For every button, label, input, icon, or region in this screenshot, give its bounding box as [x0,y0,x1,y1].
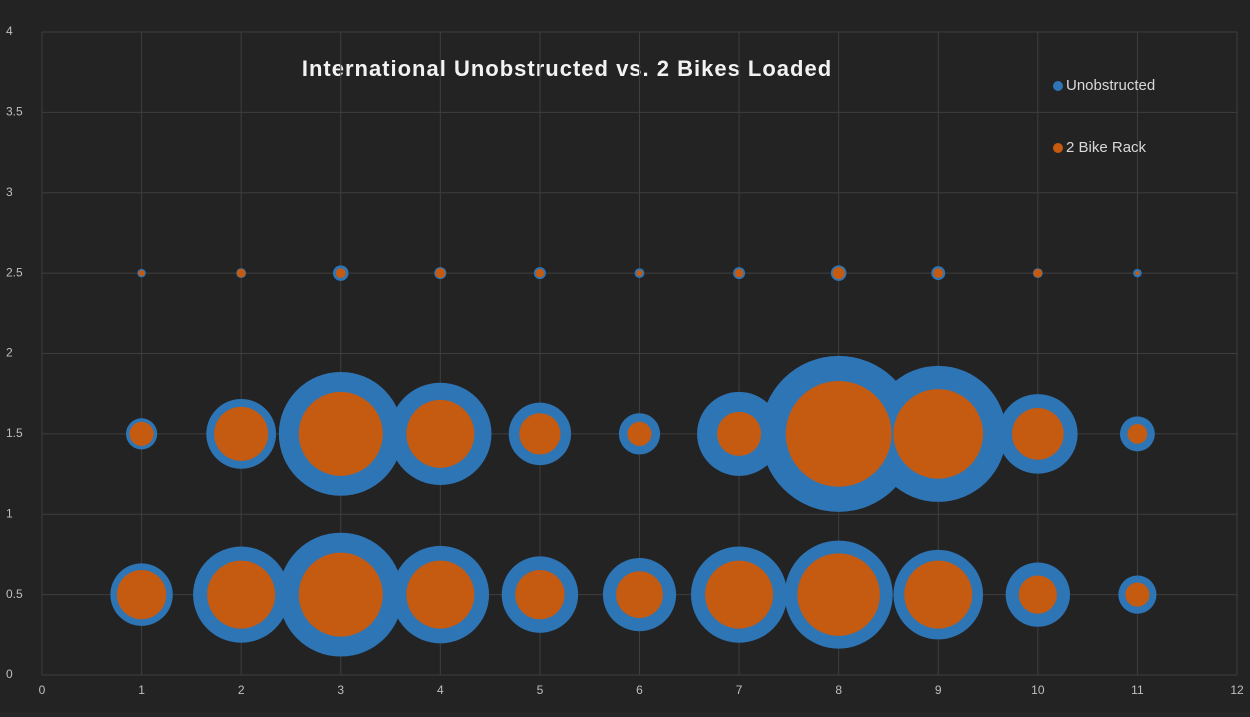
bubble [705,560,774,629]
bubble [616,571,663,619]
bubble [832,267,845,280]
bubble [785,380,892,487]
legend-marker [1053,81,1063,91]
bubble [138,270,145,277]
bubble [435,268,446,279]
bubble [1033,268,1043,278]
x-tick-label: 10 [1031,683,1045,697]
bubble [406,399,475,468]
bubble [1018,575,1057,614]
bubble [116,569,167,620]
bubble [1135,271,1140,276]
bubble [893,389,984,479]
x-tick-label: 2 [238,683,245,697]
x-tick-label: 7 [736,683,743,697]
bubble [797,553,880,636]
bubble [129,421,154,446]
legend-marker [1053,143,1063,153]
y-tick-label: 2.5 [6,265,23,279]
y-tick-label: 1.5 [6,426,23,440]
y-tick-label: 0 [6,667,13,681]
bubble [535,268,545,278]
x-tick-label: 0 [39,683,46,697]
legend-label: 2 Bike Rack [1066,139,1147,156]
bubble [406,560,475,629]
y-tick-label: 2 [6,346,13,360]
x-tick-label: 4 [437,683,444,697]
x-tick-label: 1 [138,683,145,697]
x-tick-label: 9 [935,683,942,697]
bubble [933,268,944,279]
y-tick-label: 3.5 [6,105,23,119]
bubble [734,268,744,278]
bubble [207,560,276,629]
x-tick-label: 3 [337,683,344,697]
y-tick-label: 0.5 [6,587,23,601]
bubble [519,413,561,455]
y-tick-label: 3 [6,185,13,199]
bubble [1011,408,1064,460]
bubble [627,421,652,446]
chart-title: International Unobstructed vs. 2 Bikes L… [302,56,832,81]
y-tick-label: 4 [6,24,13,38]
bubble [1125,582,1150,607]
y-tick-label: 1 [6,506,13,520]
legend-label: Unobstructed [1066,77,1155,94]
bubble [298,552,383,637]
bubble [335,268,346,279]
x-tick-label: 12 [1230,683,1244,697]
x-tick-label: 5 [537,683,544,697]
bubble [717,411,762,456]
bubble [214,406,269,461]
x-tick-label: 8 [835,683,842,697]
bubble [636,270,643,277]
bubble [298,391,383,476]
bubble [1127,424,1148,444]
bubble [236,268,246,278]
x-tick-label: 11 [1131,683,1144,697]
bubble [904,560,973,629]
x-tick-label: 6 [636,683,643,697]
bubble [515,569,565,620]
